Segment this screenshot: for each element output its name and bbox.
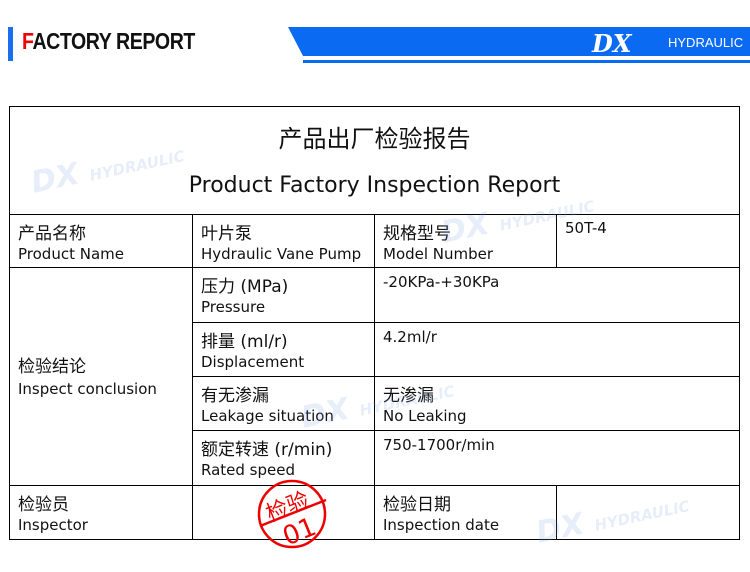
title-rest: ACTORY REPORT <box>32 28 195 54</box>
label-cn: 检验结论 <box>18 357 86 377</box>
label-en: Product Name <box>18 245 124 263</box>
value-cn: 叶片泵 <box>201 224 252 244</box>
label-cn: 有无渗漏 <box>201 386 269 406</box>
date-label: 检验日期 Inspection date <box>374 485 557 540</box>
label-en: Rated speed <box>201 461 295 479</box>
item-value: 750-1700r/min <box>374 430 740 486</box>
label-en: Model Number <box>383 245 494 263</box>
product-name-value: 叶片泵 Hydraulic Vane Pump <box>192 214 375 268</box>
value-en: No Leaking <box>383 407 467 425</box>
brand-banner <box>288 27 750 56</box>
item-label: 排量 (ml/r) Displacement <box>192 322 375 377</box>
label-cn: 检验日期 <box>383 495 451 515</box>
date-value <box>556 485 740 540</box>
label-cn: 排量 (ml/r) <box>201 332 288 352</box>
label-en: Leakage situation <box>201 407 334 425</box>
title-en: Product Factory Inspection Report <box>188 173 561 198</box>
inspection-stamp: 检验 01 <box>257 479 327 550</box>
model-value: 50T-4 <box>556 214 740 268</box>
label-cn: 产品名称 <box>18 224 86 244</box>
label-en: Pressure <box>201 298 266 316</box>
label-en: Inspection date <box>383 516 500 534</box>
page-title: FACTORY REPORT <box>22 28 195 55</box>
item-label: 压力 (MPa) Pressure <box>192 267 375 323</box>
label-cn: 额定转速 (r/min) <box>201 440 333 460</box>
conclusion-label: 检验结论 Inspect conclusion <box>9 267 193 486</box>
inspector-label: 检验员 Inspector <box>9 485 193 540</box>
value-cn: 无渗漏 <box>383 386 434 406</box>
label-cn: 规格型号 <box>383 224 451 244</box>
item-value: 4.2ml/r <box>374 322 740 377</box>
value: 50T-4 <box>565 219 607 237</box>
header-accent-bar <box>8 27 13 61</box>
dx-logo: DX <box>592 29 632 58</box>
logo-text: HYDRAULIC <box>668 35 744 50</box>
title-initial: F <box>22 28 33 54</box>
product-name-label: 产品名称 Product Name <box>9 214 193 268</box>
label-cn: 压力 (MPa) <box>201 277 289 297</box>
value: -20KPa-+30KPa <box>383 273 500 291</box>
label-en: Inspector <box>18 516 88 534</box>
title-cn: 产品出厂检验报告 <box>278 125 471 153</box>
label-en: Inspect conclusion <box>18 380 157 398</box>
item-value: -20KPa-+30KPa <box>374 267 740 323</box>
value: 4.2ml/r <box>383 328 437 346</box>
label-cn: 检验员 <box>18 495 69 515</box>
label-en: Displacement <box>201 353 305 371</box>
banner-underline <box>303 60 750 63</box>
value: 750-1700r/min <box>383 436 495 454</box>
value-en: Hydraulic Vane Pump <box>201 245 362 263</box>
title-cell: 产品出厂检验报告 Product Factory Inspection Repo… <box>9 106 740 215</box>
